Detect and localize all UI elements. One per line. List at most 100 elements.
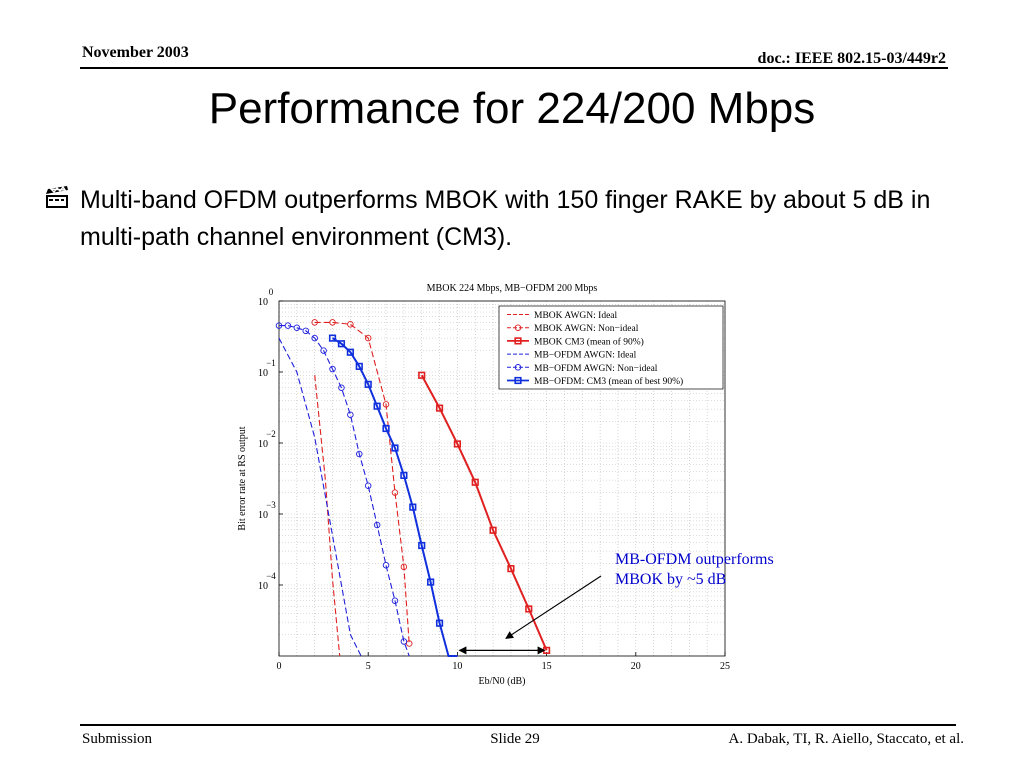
y-tick-label-exp: 0 bbox=[269, 287, 274, 297]
x-tick-label: 20 bbox=[631, 661, 641, 672]
data-point bbox=[302, 327, 310, 335]
series-5 bbox=[275, 322, 410, 657]
data-point bbox=[275, 322, 283, 329]
data-point bbox=[427, 578, 435, 586]
data-point bbox=[347, 321, 354, 328]
data-point bbox=[391, 489, 399, 496]
series-line bbox=[279, 325, 410, 657]
header-rule bbox=[80, 67, 948, 69]
data-point bbox=[471, 478, 479, 486]
y-tick-label-base: 10 bbox=[258, 297, 268, 308]
data-point bbox=[364, 334, 372, 342]
legend-entry: MB−OFDM AWGN: Ideal bbox=[534, 351, 637, 361]
data-point bbox=[382, 561, 390, 569]
series-2 bbox=[311, 319, 413, 647]
legend-entry: MBOK AWGN: Ideal bbox=[534, 311, 618, 321]
data-point bbox=[382, 424, 390, 433]
data-point bbox=[435, 619, 444, 627]
footer-rule bbox=[80, 724, 956, 726]
chart-legend: MBOK AWGN: Ideal MBOK AWGN: Non−ideal MBOK… bbox=[498, 305, 724, 390]
data-point bbox=[400, 563, 408, 571]
data-point bbox=[338, 384, 345, 392]
data-point bbox=[373, 521, 381, 529]
legend-box bbox=[498, 305, 724, 390]
data-point bbox=[284, 322, 292, 329]
data-point bbox=[347, 411, 354, 418]
slide-title: Performance for 224/200 Mbps bbox=[208, 84, 816, 133]
annotation-text: MB-OFDM outperforms MBOK by ~5 dB bbox=[615, 550, 774, 590]
data-point bbox=[507, 565, 515, 573]
bullet-item: Multi-band OFDM outperforms MBOK with 15… bbox=[44, 182, 984, 256]
y-tick-label-exp: −4 bbox=[266, 571, 276, 581]
y-tick-label-exp: −1 bbox=[266, 358, 276, 368]
x-tick-label: 0 bbox=[277, 661, 282, 672]
y-tick-label-base: 10 bbox=[258, 439, 268, 450]
series-line bbox=[314, 375, 341, 657]
x-axis-label: Eb/N0 (dB) bbox=[479, 676, 526, 687]
data-point bbox=[409, 503, 417, 511]
data-point bbox=[418, 541, 426, 550]
y-tick-label-exp: −2 bbox=[266, 429, 276, 439]
data-point bbox=[328, 334, 337, 342]
data-point bbox=[489, 526, 497, 534]
data-point bbox=[391, 444, 399, 452]
plot-frame bbox=[278, 300, 726, 657]
data-point bbox=[373, 402, 381, 410]
data-point bbox=[311, 334, 318, 342]
data-point bbox=[355, 362, 363, 370]
legend-marker bbox=[514, 337, 522, 345]
data-point bbox=[329, 319, 336, 326]
legend-marker bbox=[514, 376, 522, 385]
data-point bbox=[293, 324, 301, 331]
annotation-line-2: MBOK by ~5 dB bbox=[615, 571, 727, 588]
data-point bbox=[364, 482, 372, 489]
header-date: November 2003 bbox=[82, 44, 189, 61]
data-point bbox=[346, 348, 354, 356]
footer-left: Submission bbox=[82, 731, 153, 747]
data-point bbox=[400, 638, 408, 645]
legend-entry: MBOK AWGN: Non−ideal bbox=[534, 324, 639, 334]
footer-slide-number: Slide 29 bbox=[490, 731, 540, 747]
legend-entry: MB−OFDM AWGN: Non−ideal bbox=[534, 364, 658, 374]
y-tick-label-exp: −3 bbox=[266, 500, 276, 510]
series-6 bbox=[328, 334, 458, 657]
data-point bbox=[320, 347, 327, 354]
y-tick-label-base: 10 bbox=[258, 368, 268, 379]
y-tick-label-base: 10 bbox=[258, 510, 268, 521]
legend-entry: MB−OFDM: CM3 (mean of best 90%) bbox=[534, 376, 683, 387]
data-point bbox=[364, 380, 372, 388]
x-tick-label: 10 bbox=[452, 661, 462, 672]
data-point bbox=[400, 471, 408, 479]
callout-arrow bbox=[505, 575, 602, 639]
bullet-text: Multi-band OFDM outperforms MBOK with 15… bbox=[80, 186, 931, 251]
x-tick-label: 25 bbox=[720, 661, 730, 672]
y-axis-label: Bit error rate at RS output bbox=[237, 426, 248, 530]
data-point bbox=[435, 404, 444, 412]
series-line bbox=[278, 337, 362, 657]
legend-marker bbox=[514, 364, 522, 371]
series-line bbox=[420, 374, 548, 651]
series-4 bbox=[278, 337, 362, 657]
data-point bbox=[453, 440, 462, 448]
header-doc-id: doc.: IEEE 802.15-03/449r2 bbox=[757, 50, 946, 67]
data-point bbox=[391, 597, 399, 605]
x-tick-label: 15 bbox=[542, 661, 552, 672]
data-point bbox=[337, 340, 346, 348]
x-tick-label: 5 bbox=[366, 661, 371, 672]
series-line bbox=[331, 337, 458, 657]
chart-title: MBOK 224 Mbps, MB−OFDM 200 Mbps bbox=[427, 283, 598, 294]
legend-entry: MBOK CM3 (mean of 90%) bbox=[534, 336, 644, 347]
y-tick-label-base: 10 bbox=[258, 581, 268, 592]
data-point bbox=[525, 605, 533, 613]
series-3 bbox=[418, 371, 551, 654]
series-1 bbox=[314, 375, 341, 657]
annotation-line-1: MB-OFDM outperforms bbox=[615, 551, 774, 568]
footer-authors: A. Dabak, TI, R. Aiello, Staccato, et al… bbox=[728, 731, 965, 747]
data-point bbox=[356, 450, 363, 458]
clapperboard-icon bbox=[46, 186, 68, 208]
data-point bbox=[382, 401, 390, 408]
data-point bbox=[311, 319, 318, 326]
legend-marker bbox=[514, 324, 522, 331]
data-point bbox=[329, 365, 336, 373]
